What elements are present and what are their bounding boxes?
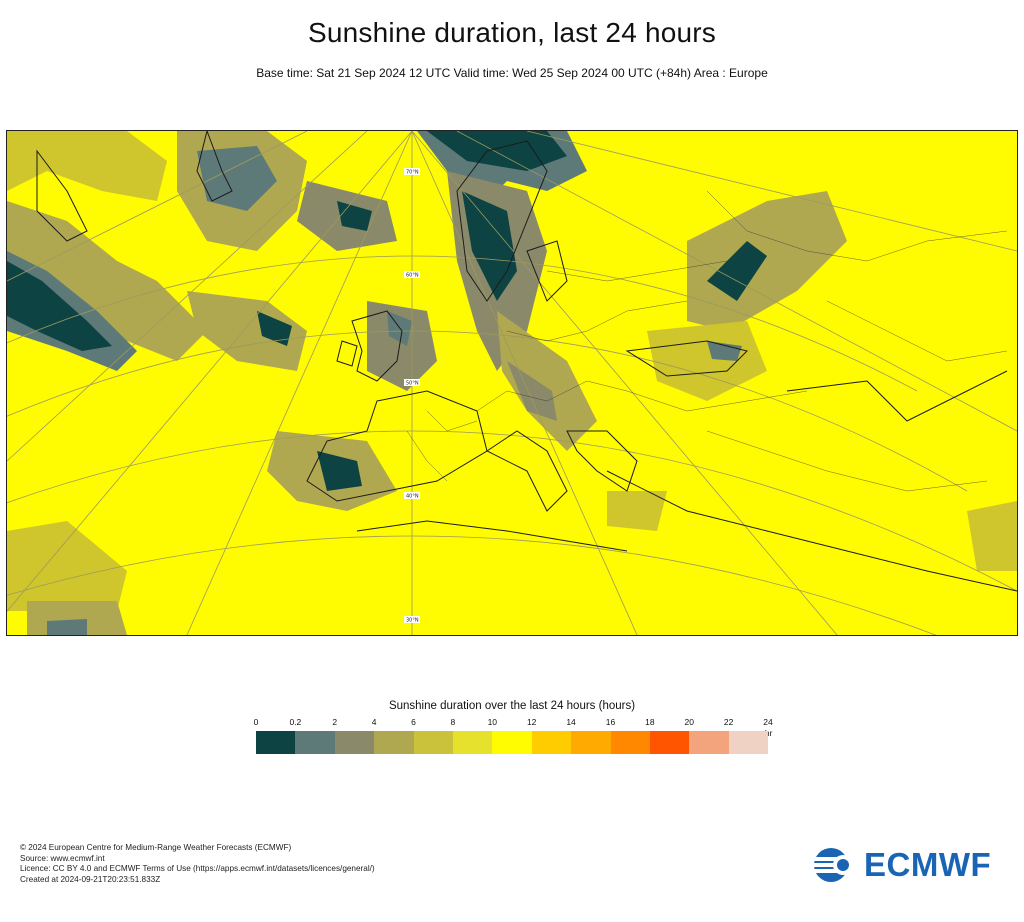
legend-swatch	[649, 731, 690, 754]
legend-swatch	[610, 731, 650, 754]
legend-tick-label: 20	[684, 717, 694, 727]
legend-tick-label: 0.2	[289, 717, 302, 727]
legend-swatch	[531, 731, 572, 754]
legend-tick-label: 16	[605, 717, 616, 727]
legend-swatch	[256, 731, 296, 754]
legend-swatch	[452, 731, 493, 754]
footer-created: Created at 2024-09-21T20:23:51.833Z	[20, 874, 161, 884]
legend-tick-label: 8	[450, 717, 456, 727]
footer-source: Source: www.ecmwf.int	[20, 853, 105, 863]
legend-title: Sunshine duration over the last 24 hours…	[388, 700, 636, 712]
lat-label-60: 60°N	[406, 273, 419, 279]
ecmwf-logo-text: ECMWF	[864, 846, 992, 883]
ecmwf-logo: ECMWF	[812, 846, 1008, 884]
legend-swatch	[295, 731, 335, 754]
legend-tick-label: 2	[332, 717, 338, 727]
footer-copyright: © 2024 European Centre for Medium-Range …	[20, 843, 292, 852]
europe-map: 70°N 60°N 50°N 40°N 30°N	[6, 130, 1018, 636]
legend-tick-label: 18	[645, 717, 655, 727]
legend-tick-labels: 0 0.2 2 4 6 8 10 12 14 16 18 20 22 24	[253, 717, 773, 731]
ecmwf-logo-icon	[814, 848, 860, 882]
legend-tick-label: 12	[526, 717, 537, 727]
map-canvas: 70°N 60°N 50°N 40°N 30°N	[7, 131, 1017, 635]
footer-credits: © 2024 European Centre for Medium-Range …	[20, 843, 375, 885]
borders	[406, 190, 1008, 492]
footer-licence: Licence: CC BY 4.0 and ECMWF Terms of Us…	[20, 864, 375, 873]
cloud-regions	[7, 131, 1017, 635]
lat-label-50: 50°N	[406, 381, 419, 387]
legend-tick-label: 10	[487, 717, 498, 727]
legend-swatch	[492, 731, 532, 754]
legend-swatch	[728, 731, 769, 754]
legend-tick-label: 6	[411, 717, 416, 727]
chart-subtitle: Base time: Sat 21 Sep 2024 12 UTC Valid …	[256, 66, 768, 80]
legend-swatch	[334, 731, 375, 754]
legend-tick-label: 0	[253, 717, 259, 727]
legend-swatch	[571, 731, 611, 754]
legend-colorbar	[256, 731, 769, 754]
graticule	[7, 131, 1017, 635]
lat-label-30: 30°N	[406, 618, 419, 624]
legend-swatch	[374, 731, 414, 754]
latitude-labels: 70°N 60°N 50°N 40°N 30°N	[404, 168, 420, 624]
legend-tick-label: 4	[371, 717, 377, 727]
lat-label-70: 70°N	[406, 170, 419, 176]
legend-tick-label: 22	[723, 717, 734, 727]
legend-swatch	[689, 731, 729, 754]
lat-label-40: 40°N	[406, 494, 419, 500]
coastlines	[36, 131, 1017, 592]
legend-tick-label: 14	[566, 717, 576, 727]
legend-swatch	[413, 731, 453, 754]
legend-tick-label: 24	[763, 717, 773, 727]
chart-title: Sunshine duration, last 24 hours	[308, 17, 716, 48]
